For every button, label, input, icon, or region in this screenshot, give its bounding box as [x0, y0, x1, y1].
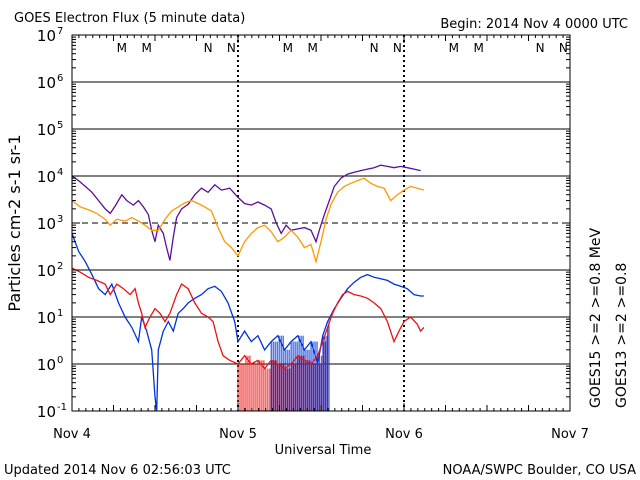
credit-text: NOAA/SWPC Boulder, CO USA [443, 463, 636, 478]
local-time-marker: N [536, 41, 545, 55]
chart-title: GOES Electron Flux (5 minute data) [14, 11, 245, 26]
series-line [71, 267, 425, 370]
y-tick-label: 10 [37, 27, 56, 45]
y-tick-label: 10 [37, 121, 56, 139]
x-tick-label: Nov 7 [551, 427, 589, 442]
legend-entry: GOES13 [614, 351, 630, 408]
local-time-marker: M [308, 41, 318, 55]
y-tick-label: 10 [37, 74, 56, 92]
local-time-marker: M [474, 41, 484, 55]
y-tick-exponent: 7 [57, 26, 63, 37]
x-tick-label: Nov 4 [53, 427, 91, 442]
begin-time: Begin: 2014 Nov 4 0000 UTC [440, 17, 628, 32]
legend-entry: >=0.8 MeV [588, 228, 604, 309]
local-time-marker: M [449, 41, 459, 55]
y-tick-label: 10 [37, 215, 56, 233]
series-line [71, 164, 421, 261]
y-axis-label: Particles cm-2 s-1 sr-1 [5, 134, 24, 311]
plot-grid [72, 35, 570, 411]
legend-entry: >=0.8 [614, 263, 630, 309]
y-tick-label: 10 [37, 356, 56, 374]
y-tick-exponent: 3 [57, 214, 63, 225]
y-tick-label: 10 [37, 403, 56, 421]
local-time-marker: N [370, 41, 379, 55]
series-line [71, 233, 424, 412]
y-tick-label: 10 [37, 262, 56, 280]
x-axis-label: Universal Time [275, 443, 372, 458]
legend-entry: GOES15 [588, 351, 604, 408]
x-tick-label: Nov 5 [219, 427, 257, 442]
local-time-marker: M [283, 41, 293, 55]
legend-entry: >=2 [588, 313, 604, 345]
series-line [71, 177, 425, 265]
local-time-marker: N [559, 41, 568, 55]
updated-timestamp: Updated 2014 Nov 6 02:56:03 UTC [4, 463, 231, 478]
y-tick-exponent: 4 [57, 167, 63, 178]
local-time-marker: N [393, 41, 402, 55]
series-lines [71, 164, 425, 412]
y-tick-exponent: -1 [57, 402, 67, 413]
local-time-marker: N [204, 41, 213, 55]
y-tick-exponent: 6 [57, 73, 63, 84]
spike-layer [237, 321, 330, 411]
local-time-marker: M [117, 41, 127, 55]
y-tick-label: 10 [37, 309, 56, 327]
legend: GOES15 >=2 >=0.8 MeV GOES13 >=2 >=0.8 [588, 228, 630, 408]
legend-entry: >=2 [614, 313, 630, 345]
y-tick-label: 10 [37, 168, 56, 186]
x-tick-label: Nov 6 [385, 427, 423, 442]
x-axis-ticks: Nov 4 Nov 5 Nov 6 Nov 7 [53, 35, 589, 442]
local-time-marker: M [142, 41, 152, 55]
y-tick-exponent: 2 [57, 261, 63, 272]
y-tick-exponent: 5 [57, 120, 63, 131]
y-tick-exponent: 1 [57, 308, 63, 319]
local-time-marker: N [227, 41, 236, 55]
y-tick-exponent: 0 [57, 355, 63, 366]
